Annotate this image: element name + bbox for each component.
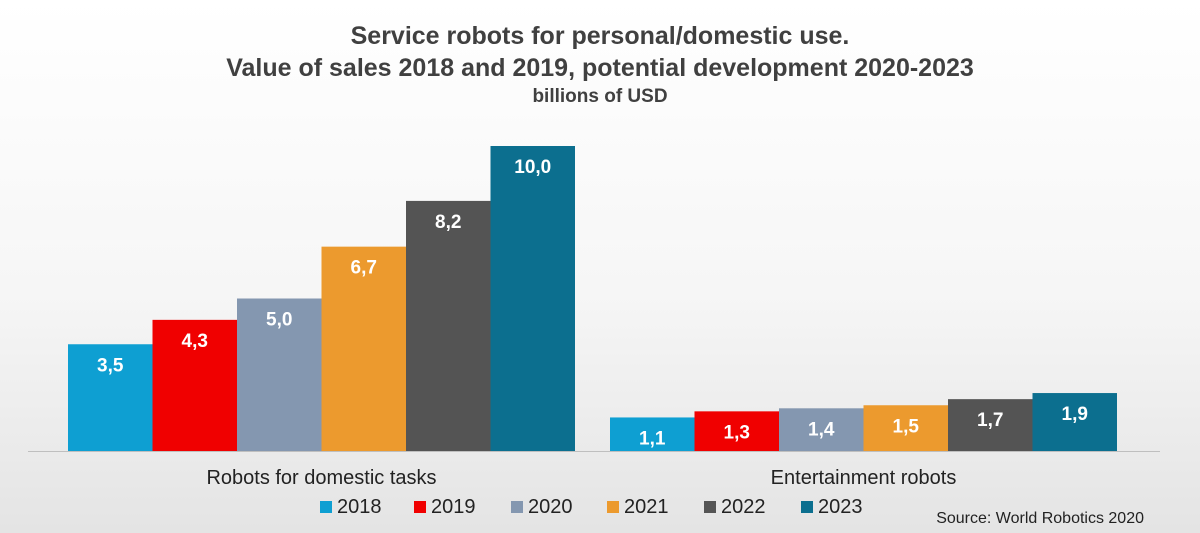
legend-label-2019: 2019 — [431, 496, 476, 518]
bar-2018-entertainment — [610, 417, 695, 451]
bar-value-label: 1,1 — [639, 428, 666, 449]
legend-label-2022: 2022 — [721, 496, 766, 518]
bar-value-label: 3,5 — [97, 355, 124, 376]
bar-value-label: 4,3 — [182, 331, 208, 352]
bar-value-label: 1,7 — [977, 410, 1003, 431]
bar-value-label: 1,5 — [893, 416, 920, 437]
bar-value-label: 10,0 — [514, 157, 551, 178]
legend-label-2023: 2023 — [818, 496, 863, 518]
bar-2018-domestic — [68, 344, 153, 451]
bar-2021-domestic — [321, 246, 406, 451]
legend-label-2020: 2020 — [528, 496, 573, 518]
bar-2019-entertainment — [694, 411, 779, 451]
bar-value-label: 8,2 — [435, 212, 461, 233]
bar-2022-entertainment — [948, 399, 1033, 451]
bar-2022-domestic — [406, 200, 491, 451]
legend-swatch-2021 — [607, 501, 619, 513]
bar-value-label: 1,3 — [724, 422, 750, 443]
bar-value-label: 5,0 — [266, 310, 292, 331]
legend-swatch-2022 — [704, 501, 716, 513]
legend-label-2021: 2021 — [624, 496, 669, 518]
bar-2019-domestic — [152, 319, 237, 451]
legend-swatch-2019 — [414, 501, 426, 513]
bar-2020-domestic — [237, 298, 322, 451]
bar-2023-domestic — [490, 146, 575, 451]
bar-2021-entertainment — [863, 405, 948, 451]
bar-value-label: 1,9 — [1062, 404, 1088, 425]
bar-2020-entertainment — [779, 408, 864, 451]
chart-title-line-2: Value of sales 2018 and 2019, potential … — [226, 54, 974, 82]
legend-swatch-2018 — [320, 501, 332, 513]
bar-value-label: 1,4 — [808, 419, 835, 440]
chart-title-line-1: Service robots for personal/domestic use… — [350, 22, 850, 50]
category-label: Entertainment robots — [771, 467, 957, 489]
legend-label-2018: 2018 — [337, 496, 382, 518]
category-label: Robots for domestic tasks — [206, 467, 436, 489]
legend-swatch-2023 — [801, 501, 813, 513]
chart-subtitle: billions of USD — [532, 86, 668, 107]
bar-2023-entertainment — [1032, 393, 1117, 451]
bar-value-label: 6,7 — [351, 258, 377, 279]
legend-swatch-2020 — [511, 501, 523, 513]
source-note: Source: World Robotics 2020 — [936, 510, 1144, 527]
